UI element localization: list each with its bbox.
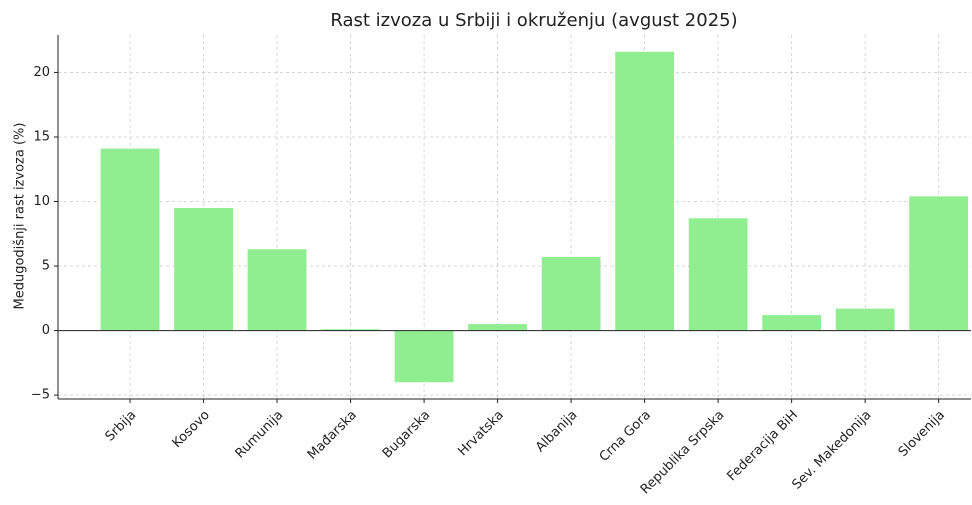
bar [688,218,748,331]
chart-title: Rast izvoza u Srbiji i okruženju (avgust… [330,10,737,31]
x-tick-label: Federacija BiH [724,408,800,484]
bar [762,315,822,331]
bar [394,330,454,383]
y-tick-label: 10 [33,194,50,209]
y-tick-label: 0 [42,323,50,338]
bar [468,324,527,331]
bar [247,249,307,331]
x-tick-label: Srbija [103,408,140,445]
x-tick-label: Sev. Makedonija [790,408,875,493]
bar [541,257,601,331]
bar [100,148,160,331]
bar [615,51,675,331]
x-tick-label: Mađarska [305,408,360,463]
bar [835,308,895,331]
x-tick-label: Rumunija [233,408,287,462]
x-tick-label: Hrvatska [455,408,507,460]
x-tick-label: Crna Gora [597,408,654,465]
bar [321,329,380,331]
x-tick-label: Kosovo [170,408,213,451]
x-tick-label: Slovenija [896,408,948,460]
y-tick-label: 15 [33,129,50,144]
x-tick-label: Bugarska [380,408,434,462]
x-tick-label: Republika Srpska [638,408,728,498]
y-tick-label: 5 [42,259,50,274]
y-tick-label: 20 [33,65,50,80]
bar [174,207,233,331]
y-tick-label: −5 [31,388,50,403]
bar [909,196,969,331]
y-axis-label: Medugodišnji rast izvoza (%) [13,123,28,310]
x-tick-label: Albanija [533,408,580,455]
